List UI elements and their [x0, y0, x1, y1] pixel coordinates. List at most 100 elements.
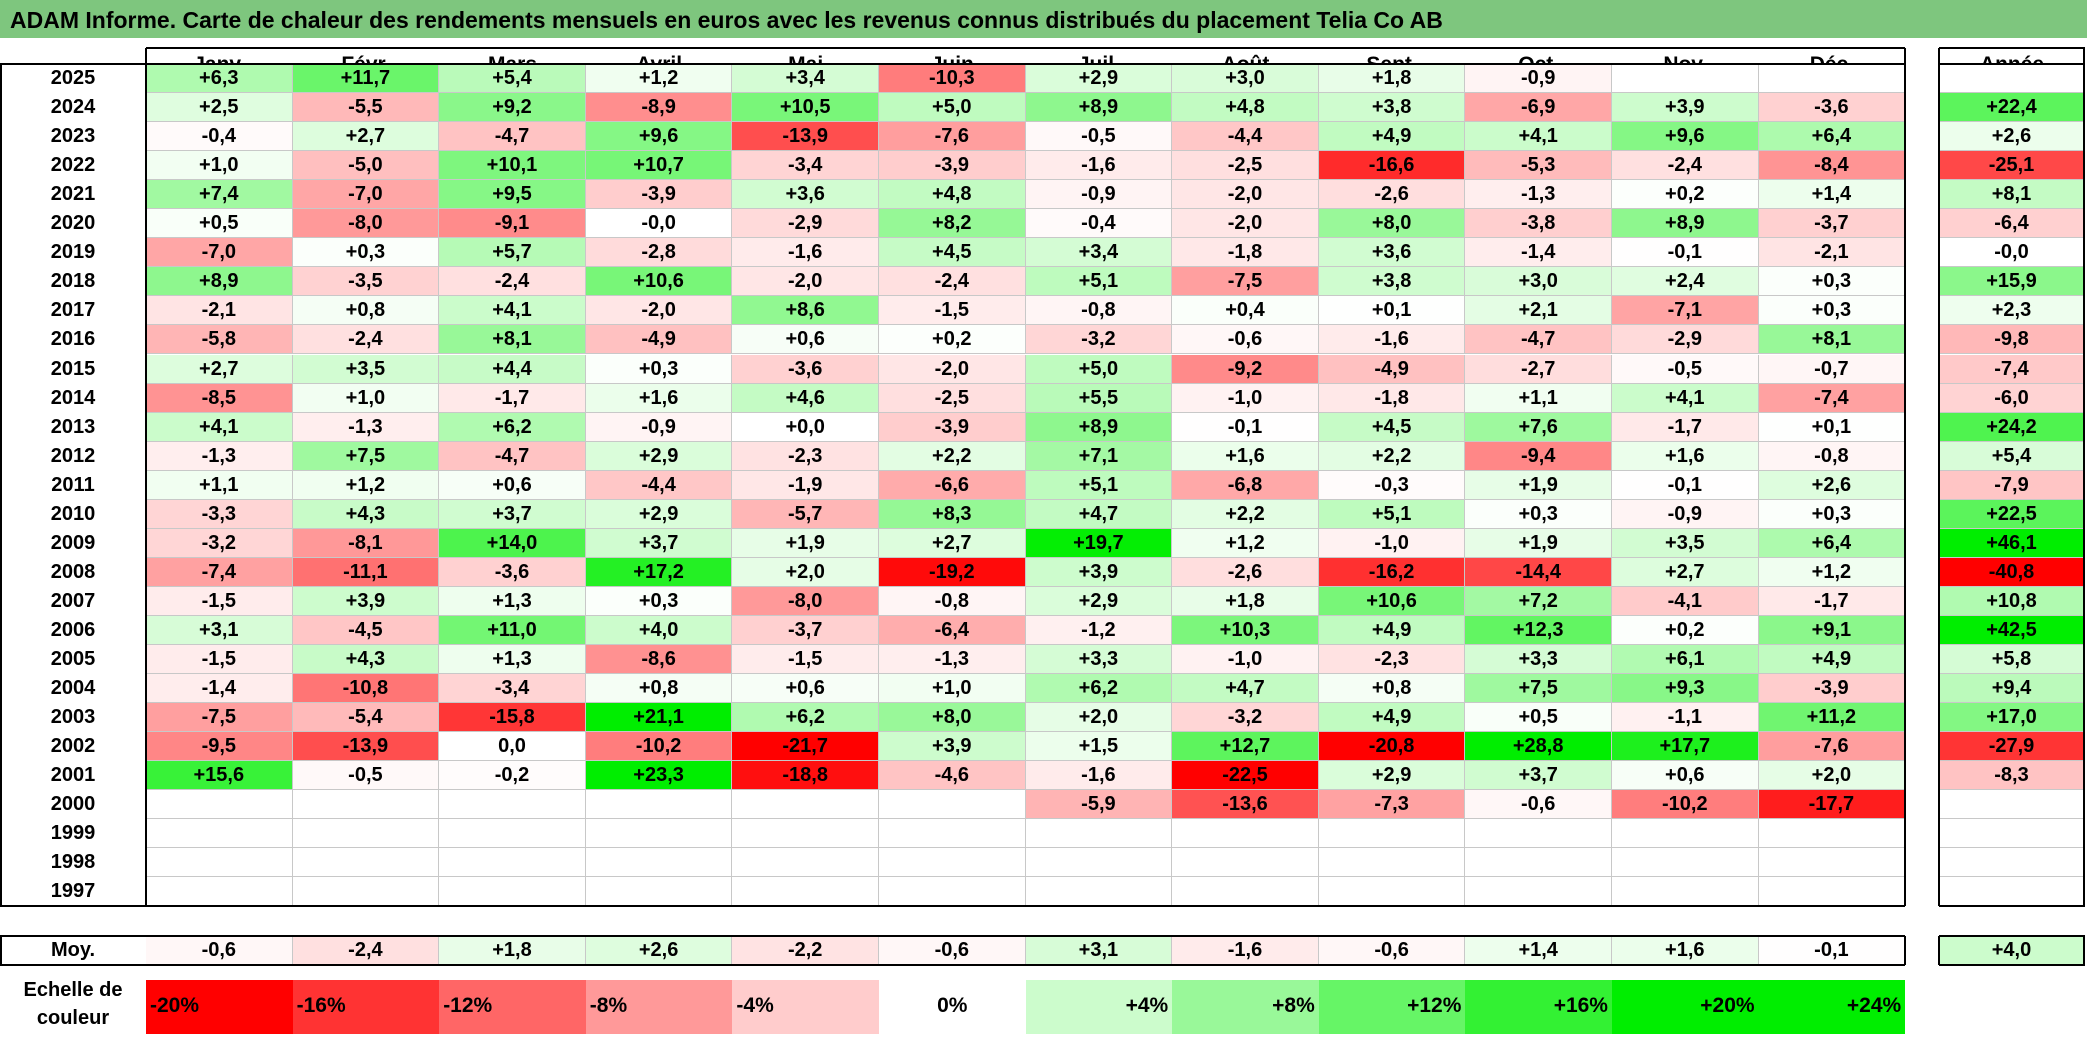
legend-swatch: +12% [1318, 980, 1466, 1034]
heatmap-cell: -0,9 [1025, 180, 1173, 210]
annual-cell [1939, 819, 2085, 849]
heatmap-cell: -5,0 [292, 151, 440, 181]
heatmap-cell: -9,5 [146, 732, 293, 762]
heatmap-cell: -3,3 [146, 499, 293, 529]
heatmap-cell: +10,1 [439, 151, 586, 181]
heatmap-cell: +10,3 [1172, 615, 1319, 645]
average-annual-cell: +4,0 [1939, 936, 2085, 966]
heatmap-cell: +0,1 [1758, 412, 1906, 442]
average-cell: +1,6 [1612, 936, 1759, 966]
heatmap-cell: +1,0 [292, 383, 440, 413]
annual-cell: -40,8 [1939, 557, 2085, 587]
heatmap-cell: +1,4 [1758, 180, 1906, 210]
average-cell: +2,6 [585, 936, 733, 966]
year-label: 2000 [50, 793, 96, 816]
average-border [1904, 936, 1907, 966]
heatmap-cell: +2,6 [1758, 470, 1906, 500]
year-label: 2017 [50, 299, 96, 322]
heatmap-cell: -5,9 [1025, 790, 1173, 820]
annual-cell: -8,3 [1939, 761, 2085, 791]
year-label: 2003 [50, 706, 96, 729]
heatmap-cell: +4,5 [1318, 412, 1466, 442]
heatmap-cell: +3,9 [1612, 93, 1759, 123]
heatmap-cell: +7,2 [1465, 586, 1612, 616]
heatmap-cell: +3,9 [292, 586, 440, 616]
heatmap-cell: +2,9 [1025, 64, 1173, 94]
legend-swatch: -16% [292, 980, 440, 1034]
heatmap-cell: +1,5 [1025, 732, 1173, 762]
heatmap-cell: +8,1 [1758, 325, 1906, 355]
heatmap-cell: -0,2 [439, 761, 586, 791]
heatmap-cell: +3,6 [1318, 238, 1466, 268]
grid-border [145, 48, 147, 907]
heatmap-cell: +1,8 [1318, 64, 1466, 94]
legend-swatch: 0% [879, 980, 1026, 1034]
heatmap-cell [1318, 819, 1466, 849]
heatmap-cell: +0,3 [1758, 296, 1906, 326]
heatmap-cell [292, 790, 440, 820]
heatmap-cell: -9,4 [1465, 441, 1612, 471]
heatmap-cell [585, 848, 733, 878]
heatmap-cell: -3,5 [292, 267, 440, 297]
heatmap-cell: +8,9 [1025, 93, 1173, 123]
heatmap-cell: -15,8 [439, 703, 586, 733]
heatmap-cell: +4,8 [879, 180, 1026, 210]
annual-cell: +5,8 [1939, 645, 2085, 675]
heatmap-cell: -1,7 [1612, 412, 1759, 442]
heatmap-cell: -2,9 [1612, 325, 1759, 355]
heatmap-cell: -0,9 [585, 412, 733, 442]
annual-cell: +15,9 [1939, 267, 2085, 297]
heatmap-cell: +0,3 [585, 586, 733, 616]
heatmap-cell: -5,8 [146, 325, 293, 355]
heatmap-cell: -2,4 [1612, 151, 1759, 181]
annual-cell: +9,4 [1939, 674, 2085, 704]
heatmap-cell: -6,6 [879, 470, 1026, 500]
average-border [1939, 964, 2085, 967]
heatmap-cell: -2,5 [879, 383, 1026, 413]
year-label: 1999 [50, 822, 96, 845]
annual-border [1939, 47, 2085, 49]
heatmap-cell: -8,4 [1758, 151, 1906, 181]
heatmap-cell: +3,4 [732, 64, 879, 94]
heatmap-cell: +9,6 [1612, 122, 1759, 152]
average-cell: -2,2 [732, 936, 879, 966]
heatmap-cell: -2,4 [439, 267, 586, 297]
heatmap-cell: +1,0 [146, 151, 293, 181]
heatmap-cell: +2,2 [879, 441, 1026, 471]
heatmap-cell [732, 877, 879, 907]
annual-cell: +5,4 [1939, 441, 2085, 471]
year-label: 2006 [50, 618, 96, 641]
heatmap-cell [1318, 848, 1466, 878]
year-label: 2019 [50, 241, 96, 264]
heatmap-cell: -0,6 [1465, 790, 1612, 820]
year-label: 2020 [50, 212, 96, 235]
annual-cell: +10,8 [1939, 586, 2085, 616]
heatmap-cell: +2,2 [1318, 441, 1466, 471]
heatmap-cell: -17,7 [1758, 790, 1906, 820]
heatmap-cell: -8,0 [292, 209, 440, 239]
heatmap-cell: -1,3 [879, 645, 1026, 675]
annual-cell [1939, 877, 2085, 907]
heatmap-cell: -1,5 [146, 645, 293, 675]
heatmap-cell: -1,8 [1172, 238, 1319, 268]
heatmap-cell: -4,9 [1318, 354, 1466, 384]
heatmap-cell [1318, 877, 1466, 907]
heatmap-cell: +6,2 [732, 703, 879, 733]
average-border [0, 936, 2, 966]
annual-cell [1939, 790, 2085, 820]
average-cell: +3,1 [1025, 936, 1173, 966]
annual-cell: +2,3 [1939, 296, 2085, 326]
heatmap-cell: -8,9 [585, 93, 733, 123]
annual-cell [1939, 64, 2085, 94]
legend-swatch: +20% [1612, 980, 1759, 1034]
year-label: 2024 [50, 96, 96, 119]
heatmap-cell: +5,1 [1318, 499, 1466, 529]
year-label: 2022 [50, 154, 96, 177]
heatmap-cell: +3,0 [1172, 64, 1319, 94]
heatmap-cell: -0,5 [1612, 354, 1759, 384]
heatmap-cell: -3,6 [732, 354, 879, 384]
year-label: 2004 [50, 677, 96, 700]
heatmap-cell [439, 877, 586, 907]
heatmap-cell: -8,5 [146, 383, 293, 413]
heatmap-cell: -10,3 [879, 64, 1026, 94]
